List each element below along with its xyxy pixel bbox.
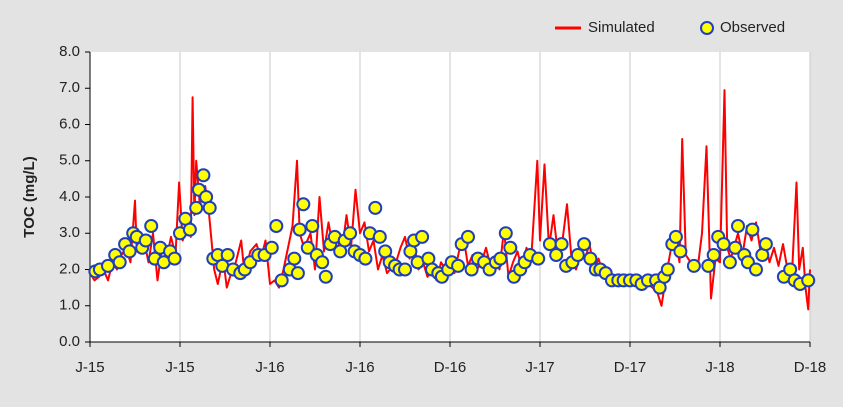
observed-point <box>731 219 745 233</box>
observed-point <box>531 251 546 266</box>
observed-point <box>549 248 564 262</box>
observed-point <box>269 219 284 233</box>
observed-point <box>716 237 731 252</box>
observed-point <box>745 222 760 237</box>
observed-point <box>461 229 475 244</box>
observed-point <box>196 168 211 183</box>
observed-point <box>264 240 279 255</box>
observed-point <box>583 251 598 266</box>
observed-point <box>189 200 204 215</box>
observed-point <box>701 258 716 273</box>
x-tick-label: D-17 <box>614 359 647 376</box>
observed-point <box>673 244 688 259</box>
observed-point <box>343 226 358 241</box>
observed-point <box>305 219 320 233</box>
observed-point <box>144 219 159 233</box>
legend-label: Simulated <box>588 19 655 36</box>
observed-point <box>498 226 513 241</box>
observed-point <box>398 262 412 277</box>
observed-point <box>372 229 387 244</box>
y-tick-label: 8.0 <box>59 43 80 60</box>
x-tick-label: J-17 <box>525 359 554 376</box>
observed-point <box>292 222 307 237</box>
observed-point <box>315 255 330 270</box>
y-tick-label: 1.0 <box>59 297 80 314</box>
observed-point <box>300 240 315 255</box>
observed-point <box>220 248 235 262</box>
legend-label: Observed <box>720 19 785 36</box>
observed-point <box>167 251 182 266</box>
x-tick-label: J-18 <box>705 359 734 376</box>
observed-point <box>554 237 569 252</box>
y-tick-label: 2.0 <box>59 260 80 277</box>
legend-swatch <box>700 21 714 35</box>
observed-point <box>101 258 115 273</box>
observed-point <box>368 200 383 215</box>
observed-point <box>728 240 743 255</box>
x-tick-label: D-18 <box>794 359 827 376</box>
observed-point <box>138 233 153 248</box>
observed-point <box>415 229 430 244</box>
observed-point <box>464 262 479 277</box>
observed-point <box>287 251 302 266</box>
observed-point <box>112 255 127 270</box>
observed-point <box>493 251 508 266</box>
y-tick-label: 3.0 <box>59 224 80 241</box>
y-tick-label: 7.0 <box>59 79 80 96</box>
y-tick-label: 6.0 <box>59 115 80 132</box>
observed-point <box>801 273 816 288</box>
observed-point <box>290 266 305 281</box>
observed-point <box>668 229 683 244</box>
observed-point <box>570 248 585 262</box>
y-tick-label: 4.0 <box>59 188 80 205</box>
x-tick-label: J-16 <box>255 359 284 376</box>
observed-point <box>358 251 373 266</box>
x-tick-label: J-16 <box>345 359 374 376</box>
observed-point <box>686 258 701 273</box>
x-tick-label: D-16 <box>434 359 467 376</box>
observed-point <box>660 262 675 277</box>
x-tick-label: J-15 <box>165 359 194 376</box>
observed-point <box>182 222 197 237</box>
observed-point <box>122 244 137 259</box>
observed-point <box>318 269 333 284</box>
y-axis-label: TOC (mg/L) <box>21 156 38 237</box>
observed-point <box>274 273 289 288</box>
y-tick-label: 5.0 <box>59 152 80 169</box>
x-tick-label: J-15 <box>75 359 104 376</box>
observed-point <box>503 240 518 255</box>
y-tick-label: 0.0 <box>59 333 80 350</box>
observed-point <box>202 200 217 215</box>
observed-point <box>706 248 721 262</box>
observed-point <box>722 255 737 270</box>
observed-point <box>577 237 592 252</box>
observed-point <box>749 262 763 277</box>
observed-point <box>296 197 311 212</box>
observed-point <box>451 258 466 273</box>
observed-point <box>758 237 773 252</box>
